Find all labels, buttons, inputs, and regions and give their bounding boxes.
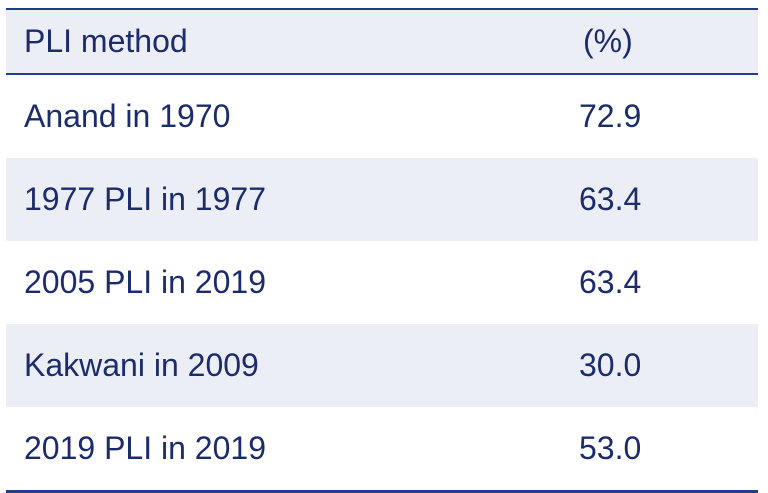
- row-value: 63.4: [579, 181, 642, 217]
- table-row: Anand in 1970 72.9: [6, 75, 758, 158]
- row-method: Kakwani in 2009: [24, 347, 259, 383]
- row-value: 72.9: [579, 98, 642, 134]
- header-percent: (%): [583, 23, 633, 59]
- row-value: 63.4: [579, 264, 642, 300]
- row-method: 2019 PLI in 2019: [24, 430, 266, 466]
- pli-table: PLI method (%) Anand in 1970 72.9 1977 P…: [6, 8, 758, 493]
- table-row: 2005 PLI in 2019 63.4: [6, 241, 758, 324]
- row-value: 30.0: [579, 347, 642, 383]
- table-header-row: PLI method (%): [6, 10, 758, 75]
- table-row: 1977 PLI in 1977 63.4: [6, 158, 758, 241]
- row-method: 1977 PLI in 1977: [24, 181, 266, 217]
- table-row: Kakwani in 2009 30.0: [6, 324, 758, 407]
- header-pli-method: PLI method: [24, 23, 188, 59]
- row-method: Anand in 1970: [24, 98, 231, 134]
- row-method: 2005 PLI in 2019: [24, 264, 266, 300]
- table-row: 2019 PLI in 2019 53.0: [6, 407, 758, 490]
- row-value: 53.0: [579, 430, 642, 466]
